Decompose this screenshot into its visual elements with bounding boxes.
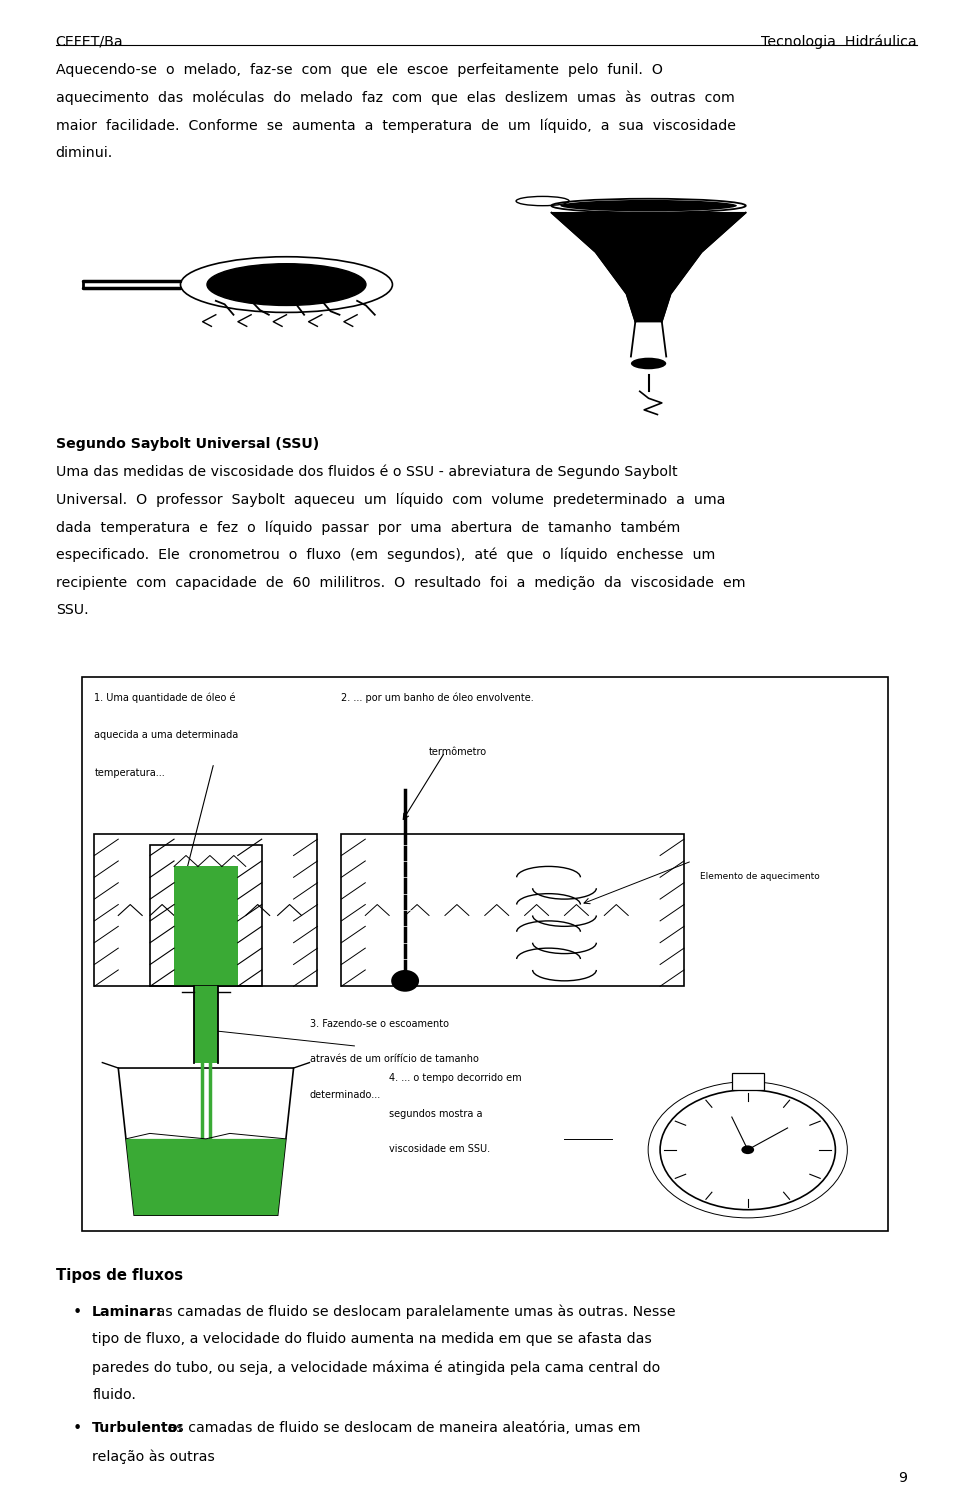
Text: recipiente  com  capacidade  de  60  mililitros.  O  resultado  foi  a  medição : recipiente com capacidade de 60 mililitr… <box>56 575 745 590</box>
Bar <box>732 1073 764 1090</box>
Bar <box>174 867 238 987</box>
Ellipse shape <box>631 358 666 370</box>
Text: 4. ... o tempo decorrido em: 4. ... o tempo decorrido em <box>389 1073 522 1084</box>
Text: as camadas de fluido se deslocam de maneira aleatória, umas em: as camadas de fluido se deslocam de mane… <box>163 1422 640 1436</box>
Text: SSU.: SSU. <box>56 603 88 617</box>
Text: especificado.  Ele  cronometrou  o  fluxo  (em  segundos),  até  que  o  líquido: especificado. Ele cronometrou o fluxo (e… <box>56 548 715 563</box>
Ellipse shape <box>561 201 737 211</box>
Bar <box>94 834 318 987</box>
Text: 3. Fazendo-se o escoamento: 3. Fazendo-se o escoamento <box>309 1019 448 1028</box>
Polygon shape <box>126 1139 286 1216</box>
Text: paredes do tubo, ou seja, a velocidade máxima é atingida pela cama central do: paredes do tubo, ou seja, a velocidade m… <box>92 1359 660 1374</box>
Text: viscosidade em SSU.: viscosidade em SSU. <box>389 1144 491 1154</box>
Text: Aquecendo-se  o  melado,  faz-se  com  que  ele  escoe  perfeitamente  pelo  fun: Aquecendo-se o melado, faz-se com que el… <box>56 63 662 76</box>
Text: Segundo Saybolt Universal (SSU): Segundo Saybolt Universal (SSU) <box>56 437 319 451</box>
Text: as camadas de fluido se deslocam paralelamente umas às outras. Nesse: as camadas de fluido se deslocam paralel… <box>152 1304 675 1319</box>
Bar <box>194 987 218 1063</box>
Polygon shape <box>118 1067 294 1216</box>
Text: •: • <box>73 1422 83 1437</box>
Text: diminui.: diminui. <box>56 145 113 160</box>
Text: 2. ... por um banho de óleo envolvente.: 2. ... por um banho de óleo envolvente. <box>342 692 534 702</box>
Circle shape <box>207 263 366 305</box>
Text: -: - <box>827 1147 828 1153</box>
Ellipse shape <box>391 970 420 991</box>
Text: determinado...: determinado... <box>309 1090 381 1100</box>
Text: Universal.  O  professor  Saybolt  aqueceu  um  líquido  com  volume  predetermi: Universal. O professor Saybolt aqueceu u… <box>56 493 725 507</box>
Text: dada  temperatura  e  fez  o  líquido  passar  por  uma  abertura  de  tamanho  : dada temperatura e fez o líquido passar … <box>56 519 680 534</box>
Text: aquecimento  das  moléculas  do  melado  faz  com  que  elas  deslizem  umas  às: aquecimento das moléculas do melado faz … <box>56 90 734 105</box>
Text: através de um orífício de tamanho: através de um orífício de tamanho <box>309 1054 478 1064</box>
Text: •: • <box>73 1304 83 1320</box>
Text: termômetro: termômetro <box>429 747 487 756</box>
Text: Laminar:: Laminar: <box>92 1304 162 1319</box>
Text: Tipos de fluxos: Tipos de fluxos <box>56 1268 182 1283</box>
Text: temperatura...: temperatura... <box>94 768 165 778</box>
Text: maior  facilidade.  Conforme  se  aumenta  a  temperatura  de  um  líquido,  a  : maior facilidade. Conforme se aumenta a … <box>56 118 735 133</box>
Bar <box>342 834 684 987</box>
Text: aquecida a uma determinada: aquecida a uma determinada <box>94 731 239 740</box>
Text: Tecnologia  Hidráulica: Tecnologia Hidráulica <box>761 34 917 49</box>
Text: 1. Uma quantidade de óleo é: 1. Uma quantidade de óleo é <box>94 692 236 702</box>
Text: segundos mostra a: segundos mostra a <box>389 1109 483 1118</box>
Text: Uma das medidas de viscosidade dos fluidos é o SSU - abreviatura de Segundo Sayb: Uma das medidas de viscosidade dos fluid… <box>56 464 678 479</box>
Text: CEFET/Ba: CEFET/Ba <box>56 34 123 48</box>
Text: relação às outras: relação às outras <box>92 1449 215 1464</box>
Circle shape <box>660 1090 835 1210</box>
Text: Turbulento:: Turbulento: <box>92 1422 184 1436</box>
Text: Elemento de aquecimento: Elemento de aquecimento <box>700 871 820 880</box>
Circle shape <box>741 1145 755 1154</box>
Text: -: - <box>667 1147 669 1153</box>
Text: 9: 9 <box>899 1472 907 1485</box>
Text: fluido.: fluido. <box>92 1388 136 1401</box>
Bar <box>150 844 262 987</box>
Polygon shape <box>551 213 746 322</box>
Text: tipo de fluxo, a velocidade do fluido aumenta na medida em que se afasta das: tipo de fluxo, a velocidade do fluido au… <box>92 1332 652 1346</box>
